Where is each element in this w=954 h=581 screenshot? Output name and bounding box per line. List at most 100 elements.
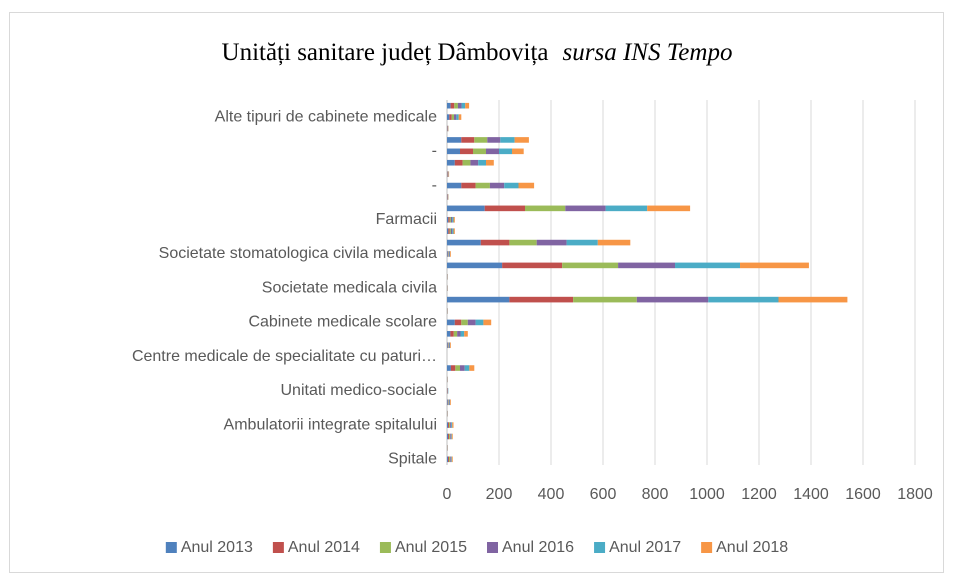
x-tick-label: 600 [590, 486, 617, 503]
bar-segment [509, 296, 574, 303]
y-tick-label: Societate stomatologica civila medicala [159, 245, 437, 262]
bar-segment [450, 456, 452, 463]
bar-segment [447, 239, 481, 246]
legend-swatch [272, 542, 284, 553]
bar-segment [450, 365, 456, 371]
bar-segment [500, 137, 515, 143]
bar-segment [461, 182, 476, 189]
bar-segment [452, 422, 454, 428]
bar-segment [449, 342, 451, 349]
bar-segment [467, 319, 476, 326]
bar-segment [489, 182, 505, 189]
bar-segment [475, 182, 490, 189]
bar-segment [448, 342, 449, 349]
bar-segment [451, 114, 455, 120]
bar-segment [486, 148, 499, 155]
legend-swatch [165, 542, 177, 553]
bar-segment [478, 159, 486, 166]
bar-segment [450, 102, 455, 109]
bar-segment [483, 319, 492, 326]
bar-segment [449, 399, 451, 406]
bar-segment [450, 216, 453, 223]
bar-segment [449, 456, 451, 463]
y-tick-label: - [432, 143, 437, 160]
bar-segment [447, 228, 449, 234]
bar-segment [675, 262, 741, 269]
y-tick-label: Cabinete medicale scolare [248, 314, 437, 331]
bar-segment [778, 296, 848, 303]
legend-swatch [594, 542, 606, 553]
bar-segment [450, 399, 451, 406]
bar-segment [536, 239, 567, 246]
bar-segment [636, 296, 709, 303]
y-tick-label: Farmacii [376, 211, 437, 228]
bar-segment [447, 182, 462, 189]
bar-segment [448, 456, 450, 463]
bar-segment [486, 159, 494, 166]
bar-segment [502, 262, 563, 269]
bar-segment [461, 319, 468, 326]
bar-segment [453, 216, 455, 223]
y-tick-label: Unitati medico-sociale [280, 382, 437, 399]
bar-segment [647, 205, 691, 212]
bar-segment [453, 331, 458, 337]
bar-segment [447, 433, 449, 440]
bar-segment [464, 365, 470, 371]
bar-segment [461, 137, 475, 143]
bar-segment [454, 319, 462, 326]
legend-label: Anul 2015 [395, 539, 467, 556]
x-tick-label: 1600 [845, 486, 881, 503]
bar-segment [452, 228, 454, 234]
bar-segment [461, 102, 466, 109]
bar-segment [450, 422, 452, 428]
bar-segment [447, 319, 455, 326]
bar-segment [450, 342, 451, 349]
bar-segment [450, 251, 451, 257]
legend-label: Anul 2014 [288, 539, 360, 556]
legend-label: Anul 2018 [716, 539, 788, 556]
y-tick-label: - [432, 177, 437, 194]
bar-segment [499, 148, 512, 155]
bar-segment [447, 422, 449, 428]
bar-segment [512, 148, 524, 155]
bar-segment [450, 433, 451, 440]
y-tick-label: Ambulatorii integrate spitalului [224, 416, 437, 433]
bar-segment [708, 296, 779, 303]
bar-segment [447, 251, 448, 257]
bar-segment [449, 422, 451, 428]
bar-segment [447, 114, 450, 120]
bar-segment [447, 102, 451, 109]
bar-segment [450, 433, 452, 440]
bar-segment [447, 342, 449, 349]
bar-segment [460, 148, 473, 155]
bar-segment [447, 148, 460, 155]
title-source: sursa INS Tempo [563, 39, 733, 66]
bar-segment [514, 137, 529, 143]
bar-segment [447, 365, 451, 371]
x-tick-label: 0 [443, 486, 452, 503]
bar-segment [447, 296, 510, 303]
bar-segment [464, 331, 468, 337]
bar-segment [451, 433, 453, 440]
bar-segment [450, 228, 453, 234]
bar-segment [447, 171, 449, 177]
x-tick-label: 1200 [741, 486, 777, 503]
x-tick-label: 1000 [689, 486, 725, 503]
bar-segment [457, 331, 461, 337]
bar-segment [447, 342, 448, 349]
bar-segment [462, 159, 471, 166]
bar-segment [458, 114, 462, 120]
bar-segment [618, 262, 676, 269]
x-tick-label: 800 [642, 486, 669, 503]
bar-segment [450, 456, 451, 463]
legend-swatch [379, 542, 391, 553]
y-tick-label: Centre medicale de specialitate cu patur… [132, 348, 437, 365]
bar-segment [454, 114, 457, 120]
bar-segment [451, 456, 453, 463]
bar-segment [447, 159, 455, 166]
bar-segment [484, 205, 525, 212]
bar-segment [448, 251, 450, 257]
bar-segment [518, 182, 535, 189]
bar-segment [448, 228, 450, 234]
bar-segment [605, 205, 648, 212]
